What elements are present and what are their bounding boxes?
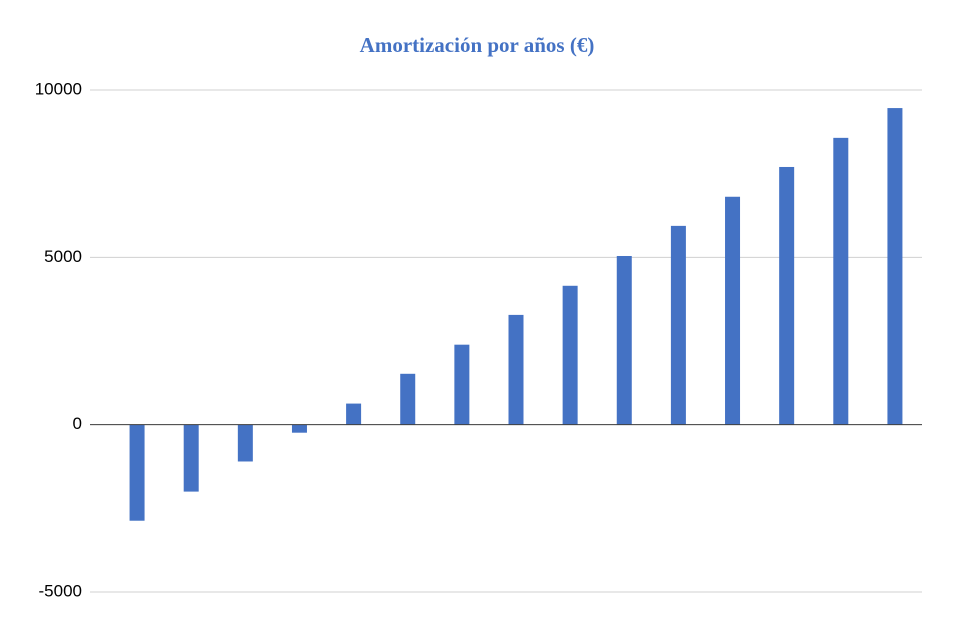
bar (508, 314, 524, 425)
bar (454, 344, 470, 425)
y-tick-label: 0 (73, 414, 82, 433)
chart-title: Amortización por años (€) (360, 33, 595, 57)
bar (346, 403, 362, 425)
bar (562, 285, 578, 425)
bar (887, 108, 903, 425)
bar (725, 196, 741, 425)
bar (779, 166, 795, 425)
bar (670, 225, 686, 425)
bar (129, 424, 145, 521)
y-tick-label: -5000 (39, 581, 82, 600)
bar (616, 255, 632, 425)
bar (400, 373, 416, 425)
y-tick-label: 10000 (35, 79, 82, 98)
bar (237, 424, 253, 462)
bar (183, 424, 199, 492)
y-tick-label: 5000 (44, 247, 82, 266)
bar (291, 424, 307, 433)
bar (833, 137, 849, 425)
